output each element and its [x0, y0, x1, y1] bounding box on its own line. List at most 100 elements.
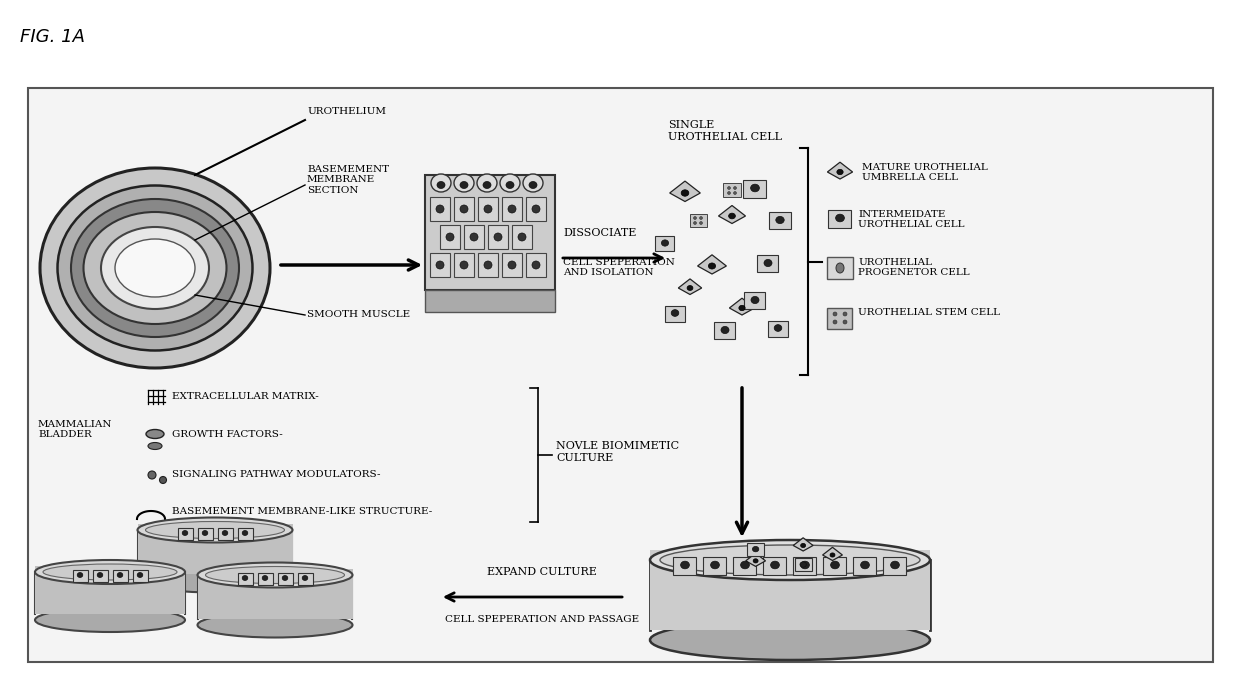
FancyBboxPatch shape	[29, 88, 1213, 662]
FancyBboxPatch shape	[138, 524, 293, 574]
Ellipse shape	[734, 191, 737, 195]
Text: GROWTH FACTORS-: GROWTH FACTORS-	[172, 430, 283, 439]
FancyBboxPatch shape	[734, 557, 756, 574]
Text: MATURE UROTHELIAL
UMBRELLA CELL: MATURE UROTHELIAL UMBRELLA CELL	[862, 163, 988, 182]
Ellipse shape	[699, 222, 703, 224]
Text: CELL SPEPERATION AND PASSAGE: CELL SPEPERATION AND PASSAGE	[445, 615, 639, 624]
Text: EXTRACELLULAR MATRIX-: EXTRACELLULAR MATRIX-	[172, 392, 319, 401]
Ellipse shape	[77, 572, 83, 577]
Ellipse shape	[843, 312, 847, 316]
Text: BASEMEMENT MEMBRANE-LIKE STRUCTURE-: BASEMEMENT MEMBRANE-LIKE STRUCTURE-	[172, 507, 433, 516]
Ellipse shape	[837, 169, 843, 175]
Ellipse shape	[148, 471, 156, 479]
Ellipse shape	[843, 320, 847, 324]
Ellipse shape	[728, 186, 730, 189]
FancyBboxPatch shape	[748, 543, 764, 556]
Ellipse shape	[776, 217, 784, 224]
Ellipse shape	[753, 546, 759, 552]
FancyBboxPatch shape	[477, 197, 498, 221]
Ellipse shape	[460, 205, 467, 213]
FancyBboxPatch shape	[714, 321, 735, 338]
FancyBboxPatch shape	[883, 557, 906, 574]
Ellipse shape	[740, 561, 749, 569]
Ellipse shape	[460, 182, 467, 189]
Ellipse shape	[681, 561, 689, 569]
Ellipse shape	[83, 212, 227, 324]
Ellipse shape	[100, 227, 210, 309]
Ellipse shape	[532, 205, 539, 213]
Ellipse shape	[661, 240, 668, 246]
Ellipse shape	[262, 576, 268, 581]
Text: UROTHELIUM: UROTHELIUM	[308, 107, 386, 116]
Ellipse shape	[831, 561, 839, 569]
FancyBboxPatch shape	[526, 197, 546, 221]
Text: SMOOTH MUSCLE: SMOOTH MUSCLE	[308, 310, 410, 319]
Ellipse shape	[523, 174, 543, 192]
Polygon shape	[827, 162, 853, 179]
Ellipse shape	[728, 191, 730, 195]
Text: INTERMEIDATE
UROTHELIAL CELL: INTERMEIDATE UROTHELIAL CELL	[858, 210, 965, 229]
Ellipse shape	[739, 305, 745, 311]
Ellipse shape	[436, 182, 445, 189]
Polygon shape	[745, 553, 765, 566]
FancyBboxPatch shape	[703, 557, 727, 574]
Text: SIGNALING PATHWAY MODULATORS-: SIGNALING PATHWAY MODULATORS-	[172, 470, 381, 479]
FancyBboxPatch shape	[217, 528, 233, 539]
Ellipse shape	[57, 186, 253, 350]
Ellipse shape	[202, 530, 208, 535]
Ellipse shape	[671, 310, 678, 316]
Ellipse shape	[484, 205, 492, 213]
Ellipse shape	[687, 286, 693, 290]
FancyBboxPatch shape	[278, 572, 293, 585]
Ellipse shape	[40, 168, 270, 368]
Ellipse shape	[446, 233, 454, 241]
Ellipse shape	[770, 561, 780, 569]
FancyBboxPatch shape	[795, 558, 812, 571]
FancyBboxPatch shape	[744, 292, 765, 308]
FancyBboxPatch shape	[430, 253, 450, 277]
Ellipse shape	[518, 233, 526, 241]
FancyBboxPatch shape	[440, 225, 460, 249]
FancyBboxPatch shape	[744, 180, 766, 197]
Ellipse shape	[650, 620, 930, 660]
FancyBboxPatch shape	[454, 197, 474, 221]
Ellipse shape	[830, 553, 835, 557]
Ellipse shape	[836, 263, 844, 273]
FancyBboxPatch shape	[93, 570, 108, 581]
Polygon shape	[670, 181, 701, 202]
Ellipse shape	[774, 325, 781, 332]
FancyBboxPatch shape	[477, 253, 498, 277]
FancyBboxPatch shape	[723, 183, 742, 197]
Ellipse shape	[283, 576, 288, 581]
Ellipse shape	[750, 184, 759, 192]
Ellipse shape	[454, 174, 474, 192]
Ellipse shape	[532, 261, 539, 269]
Ellipse shape	[242, 576, 248, 581]
FancyBboxPatch shape	[650, 550, 930, 630]
Text: BASEMEMENT
MEMBRANE
SECTION: BASEMEMENT MEMBRANE SECTION	[308, 165, 389, 195]
Ellipse shape	[197, 612, 352, 638]
FancyBboxPatch shape	[35, 566, 185, 614]
Ellipse shape	[470, 233, 477, 241]
FancyBboxPatch shape	[769, 321, 789, 336]
FancyBboxPatch shape	[464, 225, 484, 249]
Ellipse shape	[242, 530, 248, 535]
Ellipse shape	[118, 572, 123, 577]
Ellipse shape	[681, 190, 689, 196]
FancyBboxPatch shape	[794, 557, 816, 574]
Ellipse shape	[138, 568, 293, 592]
Ellipse shape	[833, 312, 837, 316]
FancyBboxPatch shape	[823, 557, 847, 574]
Ellipse shape	[836, 214, 844, 222]
FancyBboxPatch shape	[298, 572, 312, 585]
Ellipse shape	[35, 560, 185, 584]
Ellipse shape	[303, 576, 308, 581]
Ellipse shape	[801, 561, 810, 569]
Text: SINGLE
UROTHELIAL CELL: SINGLE UROTHELIAL CELL	[668, 120, 782, 142]
FancyBboxPatch shape	[770, 211, 791, 228]
Ellipse shape	[35, 608, 185, 632]
Ellipse shape	[660, 545, 920, 575]
Ellipse shape	[436, 205, 444, 213]
Polygon shape	[698, 255, 727, 274]
Ellipse shape	[432, 174, 451, 192]
